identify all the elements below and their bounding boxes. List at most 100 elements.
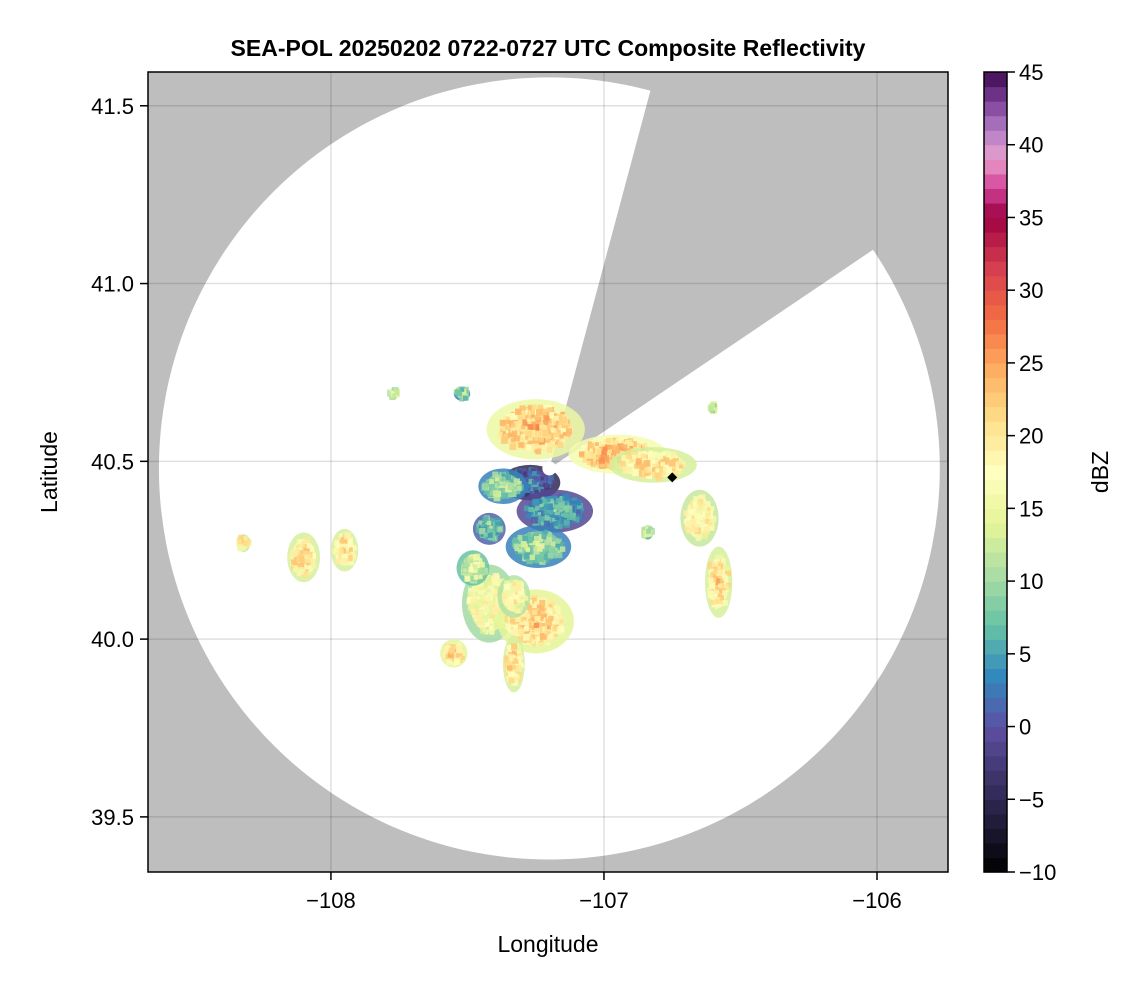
echo-pixel xyxy=(540,408,547,415)
x-tick-label: −108 xyxy=(306,888,356,913)
echo-pixel xyxy=(459,653,463,657)
echo-pixel xyxy=(515,608,521,614)
echo-pixel xyxy=(701,533,709,540)
echo-pixel xyxy=(687,513,692,518)
echo-pixel xyxy=(554,523,560,530)
echo-pixel xyxy=(629,442,634,446)
echo-pixel xyxy=(447,655,453,661)
echo-pixel xyxy=(713,569,718,574)
echo-pixel xyxy=(492,596,498,602)
echo-pixel xyxy=(551,439,555,443)
echo-pixel xyxy=(558,425,564,431)
echo-pixel xyxy=(555,539,560,543)
echo-pixel xyxy=(552,413,558,418)
plot-frame xyxy=(147,71,949,873)
echo-pixel xyxy=(529,554,536,561)
colorbar-level xyxy=(984,159,1007,175)
colorbar-label: dBZ xyxy=(1087,451,1113,493)
colorbar-tick-label: −10 xyxy=(1019,860,1056,885)
echo-pixel xyxy=(505,651,509,655)
echo-pixel xyxy=(455,653,461,658)
colorbar-level xyxy=(984,682,1007,699)
echo-pixel xyxy=(504,425,510,431)
echo-pixel xyxy=(538,605,545,612)
colorbar-tick-label: 0 xyxy=(1019,715,1031,740)
echo-pixel xyxy=(533,546,538,551)
echo-pixel xyxy=(536,604,541,609)
echo-pixel xyxy=(544,484,549,488)
echo-pixel xyxy=(464,575,470,582)
colorbar-level xyxy=(984,741,1007,757)
echo-pixel xyxy=(516,469,522,475)
echo-pixel xyxy=(343,543,348,548)
echo-pixel xyxy=(566,428,573,435)
echo-pixel xyxy=(339,541,345,548)
echo-pixel xyxy=(523,626,529,632)
echo-pixel xyxy=(547,474,554,481)
echo-pixel xyxy=(534,413,541,420)
echo-pixel xyxy=(665,470,672,477)
echo-pixel xyxy=(722,575,729,581)
echo-pixel xyxy=(711,562,717,567)
echo-pixel xyxy=(530,410,537,417)
echo-pixel xyxy=(483,604,488,609)
echo-pixel xyxy=(481,600,488,607)
echo-pixel xyxy=(554,441,559,445)
echo-pixel xyxy=(514,594,520,599)
echo-pixel xyxy=(544,516,552,524)
colorbar-level xyxy=(984,653,1007,669)
echo-pixel xyxy=(556,431,562,437)
echo-pixel xyxy=(469,595,476,602)
echo-pixel xyxy=(515,408,522,416)
echo-pixel xyxy=(551,601,556,606)
y-axis: 39.5 40.0 40.5 41.0 41.5 xyxy=(91,94,148,830)
echo-pixel xyxy=(500,436,508,444)
echo-pixel xyxy=(534,436,539,441)
echo-pixel xyxy=(538,499,543,504)
plot-area xyxy=(148,72,948,872)
echo-pixel xyxy=(507,665,513,671)
echo-pixel xyxy=(594,442,599,447)
echo-pixel xyxy=(563,519,570,526)
echo-pixel xyxy=(690,526,698,533)
echo-pixel xyxy=(655,468,660,473)
echo-pixel xyxy=(510,619,514,623)
echo-pixel xyxy=(528,616,533,622)
echo-pixel xyxy=(707,521,713,526)
echo-pixel xyxy=(523,595,529,601)
echo-pixel xyxy=(552,420,557,424)
echo-pixel xyxy=(693,502,697,506)
echo-pixel xyxy=(454,655,460,662)
echo-pixel xyxy=(541,622,546,627)
echo-pixel xyxy=(554,606,561,613)
echo-pixel xyxy=(619,465,623,470)
echo-pixel xyxy=(458,658,463,663)
echo-pixel xyxy=(695,528,699,532)
echo-pixel xyxy=(557,625,565,633)
echo-pixel xyxy=(565,505,573,513)
echo-pixel xyxy=(467,598,473,604)
echo-pixel xyxy=(503,433,508,438)
echo-pixel xyxy=(310,545,315,550)
echo-pixel xyxy=(576,509,581,515)
echo-pixel xyxy=(512,595,517,599)
echo-pixel xyxy=(519,655,524,660)
echo-pixel xyxy=(505,623,512,630)
colorbar-tick-label: 20 xyxy=(1019,424,1043,449)
echo-pixel xyxy=(550,537,555,541)
echo-pixel xyxy=(527,440,534,447)
echo-pixel xyxy=(545,598,552,606)
echo-pixel xyxy=(710,515,717,523)
echo-pixel xyxy=(476,599,483,606)
echo-pixel xyxy=(491,609,498,615)
echo-pixel xyxy=(514,420,520,425)
echo-pixel xyxy=(532,642,537,647)
echo-cell xyxy=(456,550,490,586)
echo-pixel xyxy=(625,458,630,463)
echo-pixel xyxy=(650,451,657,458)
echo-pixel xyxy=(558,508,563,513)
colorbar-level xyxy=(984,362,1007,379)
echo-pixel xyxy=(661,451,666,455)
echo-pixel xyxy=(516,649,522,654)
echo-pixel xyxy=(528,406,533,410)
